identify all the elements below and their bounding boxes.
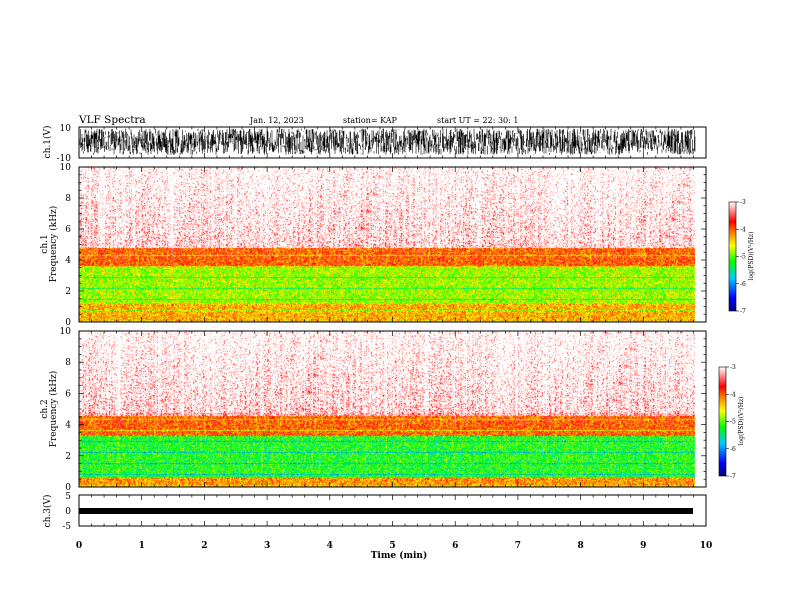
colorbar-tick-label: -5 [740,254,746,261]
ch1-colorbar-ticks: -3 -4 -5 -6 -7 [736,199,746,315]
ch1-spectrogram-panel: 0 2 4 6 8 10 ch.1 Frequency (kHz) [40,163,707,328]
y-tick-label: 6 [65,389,71,399]
x-tick-label: 7 [515,541,521,551]
ch3-waveform-panel: 5 0 -5 ch.3(V) [42,492,707,532]
y-tick-label: 2 [65,287,71,297]
x-tick-label: 9 [640,541,646,551]
colorbar-tick-label: -6 [740,281,746,288]
ch1-ytick-top: 10 [60,124,72,134]
y-tick-label: 0 [65,483,71,493]
x-tick-label: 8 [577,541,583,551]
y-tick-label: 8 [65,194,71,204]
ch1-ytick-bottom: -10 [57,154,72,164]
ch1-colorbar: -3 -4 -5 -6 -7 log(PSD)(V²/Hz) [728,199,755,315]
ch3-waveform-ylabel: ch.3(V) [42,495,53,528]
colorbar-tick-label: -7 [730,473,736,480]
x-axis-label: Time (min) [371,550,428,561]
ch2-spectrogram-ylabel-frequency: Frequency (kHz) [48,371,59,448]
colorbar-tick-label: -5 [730,419,736,426]
chart-start-ut: start UT = 22: 30: 1 [437,116,518,125]
y-tick-label: 4 [65,256,71,266]
ch1-colorbar-label: log(PSD)(V²/Hz) [748,232,755,281]
ch3-waveform-xticks [78,495,707,526]
y-tick-label: 8 [65,358,71,368]
ch2-colorbar-label: log(PSD)(V²/Hz) [738,397,745,446]
ch1-spectrogram-ylabel-frequency: Frequency (kHz) [48,206,59,283]
y-tick-label: 6 [65,225,71,235]
x-tick-label: 2 [201,541,207,551]
ch3-ytick-bottom: -5 [62,522,71,532]
x-tick-label: 5 [389,541,395,551]
ch2-spectrogram-ylabel-channel: ch.2 [40,399,50,418]
y-tick-label: 10 [60,327,72,337]
x-tick-label: 10 [700,541,713,551]
ch1-waveform-series [79,128,696,155]
colorbar-tick-label: -4 [730,391,736,398]
x-tick-label: 4 [327,541,333,551]
colorbar-tick-label: -4 [740,226,746,233]
ch2-colorbar-gradient [718,366,727,477]
ch1-waveform-xticks [78,127,707,158]
x-tick-label: 0 [76,541,82,551]
chart-date: Jan. 12, 2023 [249,116,304,125]
ch2-spectrogram-panel: 0 2 4 6 8 10 ch.2 Frequency (kHz) [40,327,707,493]
ch1-waveform-panel: 10 -10 ch.1(V) [42,124,707,164]
ch1-colorbar-gradient [728,201,737,312]
y-tick-label: 2 [65,452,71,462]
x-tick-label: 1 [139,541,145,551]
ch1-spectrogram-yticks: 0 2 4 6 8 10 [60,163,706,328]
ch3-ytick-mid: 0 [65,507,71,517]
ch3-ytick-top: 5 [65,492,71,502]
colorbar-tick-label: -6 [730,446,736,453]
ch1-spectrogram-xticks [78,167,707,322]
ch2-spectrogram-xticks [78,331,707,487]
x-axis-tick-labels: 0 1 2 3 4 5 6 7 8 9 10 [76,541,712,551]
ch1-spectrogram-heatmap [79,167,706,322]
x-tick-label: 3 [264,541,270,551]
colorbar-tick-label: -7 [740,308,746,315]
colorbar-tick-label: -3 [730,364,736,371]
ch1-spectrogram-ylabel-channel: ch.1 [40,234,50,253]
ch2-colorbar: -3 -4 -5 -6 -7 log(PSD)(V²/Hz) [718,364,745,480]
y-tick-label: 0 [65,318,71,328]
ch1-waveform-trace [79,128,696,155]
chart-title: VLF Spectra [78,114,146,126]
colorbar-tick-label: -3 [740,199,746,206]
y-tick-label: 10 [60,163,72,173]
ch2-spectrogram-yticks: 0 2 4 6 8 10 [60,327,706,493]
ch1-waveform-ylabel: ch.1(V) [42,126,53,159]
x-tick-label: 6 [452,541,458,551]
y-tick-label: 4 [65,421,71,431]
chart-station: station= KAP [343,116,398,125]
ch2-colorbar-ticks: -3 -4 -5 -6 -7 [726,364,736,480]
ch2-spectrogram-heatmap [79,331,706,487]
ch3-waveform-series [79,508,693,514]
